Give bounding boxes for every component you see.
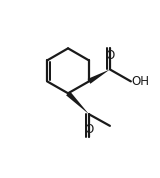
Polygon shape <box>88 69 110 84</box>
Text: O: O <box>84 123 94 136</box>
Polygon shape <box>66 91 89 114</box>
Text: O: O <box>105 49 115 62</box>
Text: OH: OH <box>132 75 150 88</box>
